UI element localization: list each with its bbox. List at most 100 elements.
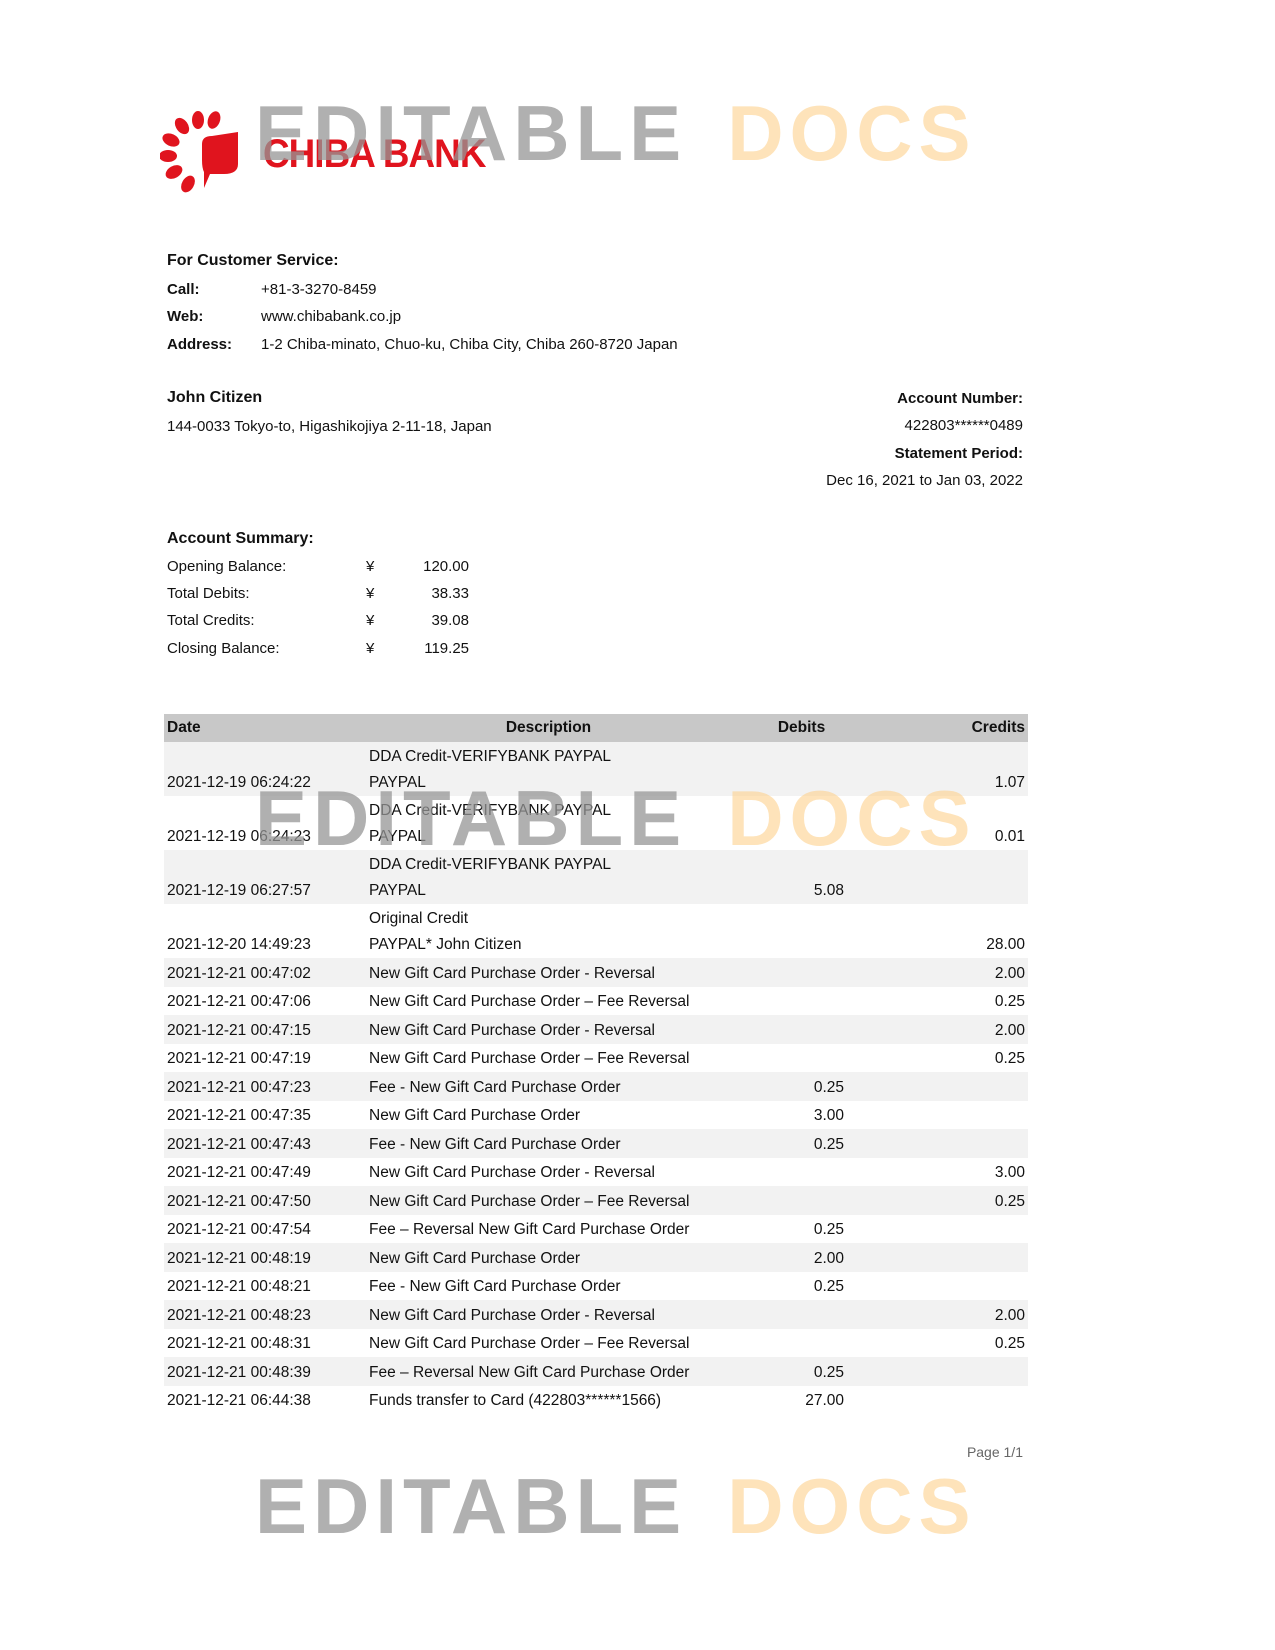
watermark: EDITABLE DOCS — [255, 1462, 977, 1550]
transaction-credit: 0.01 — [994, 828, 1025, 845]
transaction-debit — [731, 1158, 872, 1187]
transaction-credit — [872, 1072, 1028, 1101]
transaction-credit: 28.00 — [986, 936, 1025, 953]
summary-label: Total Debits: — [167, 585, 250, 602]
currency-symbol: ¥ — [366, 558, 375, 575]
transaction-date: 2021-12-21 00:48:23 — [164, 1300, 366, 1329]
table-row: 2021-12-19 06:27:57 DDA Credit-VERIFYBAN… — [164, 850, 1028, 904]
transaction-date: 2021-12-21 00:47:54 — [167, 1221, 311, 1238]
transaction-description: DDA Credit-VERIFYBANK PAYPAL PAYPAL — [366, 742, 731, 796]
transaction-debit — [731, 987, 872, 1016]
summary-value: 120.00 — [423, 558, 469, 575]
transaction-date: 2021-12-21 06:44:38 — [167, 1392, 311, 1409]
transaction-credit — [872, 1386, 1028, 1415]
bank-name-logo: CHIBA BANK — [263, 132, 486, 176]
page-number: Page 1/1 — [966, 1444, 1023, 1460]
currency-symbol: ¥ — [366, 585, 375, 602]
transaction-description: New Gift Card Purchase Order — [366, 1243, 731, 1272]
summary-label: Total Credits: — [167, 612, 255, 629]
transaction-debit: 27.00 — [805, 1392, 844, 1409]
transaction-credit: 0.25 — [872, 1186, 1028, 1215]
description-line: Fee - New Gift Card Purchase Order — [369, 1135, 621, 1153]
transaction-date: 2021-12-21 00:47:50 — [164, 1186, 366, 1215]
table-row: 2021-12-21 00:47:35 New Gift Card Purcha… — [164, 1101, 1028, 1130]
table-header: Date Description Debits Credits — [164, 714, 1028, 742]
transaction-description: New Gift Card Purchase Order – Fee Rever… — [366, 1329, 731, 1358]
transaction-debit — [731, 904, 872, 958]
transaction-date: 2021-12-21 00:47:15 — [164, 1015, 366, 1044]
currency-symbol: ¥ — [366, 612, 375, 629]
description-line: Fee – Reversal New Gift Card Purchase Or… — [369, 1363, 690, 1381]
table-row: 2021-12-21 00:47:02 New Gift Card Purcha… — [164, 958, 1028, 987]
transaction-credit: 2.00 — [872, 958, 1028, 987]
table-row: 2021-12-21 00:47:23 Fee - New Gift Card … — [164, 1072, 1028, 1101]
statement-period-label: Statement Period: — [894, 445, 1023, 462]
transactions-table: Date Description Debits Credits 2021-12-… — [164, 714, 1028, 1414]
description-line: Funds transfer to Card (422803******1566… — [369, 1392, 662, 1409]
header-date: Date — [164, 714, 366, 742]
transaction-debit — [731, 1329, 872, 1358]
transaction-date: 2021-12-21 00:47:49 — [167, 1164, 311, 1181]
transaction-date: 2021-12-21 00:47:43 — [164, 1129, 366, 1158]
web-label: Web: — [167, 308, 204, 325]
transaction-credit — [872, 1272, 1028, 1301]
transaction-debit: 0.25 — [731, 1129, 872, 1158]
description-line: PAYPAL* John Citizen — [369, 936, 522, 953]
summary-value: 39.08 — [431, 612, 469, 629]
table-row: 2021-12-21 00:47:43 Fee - New Gift Card … — [164, 1129, 1028, 1158]
transaction-date: 2021-12-19 06:24:23 — [167, 828, 311, 845]
transaction-debit — [731, 796, 872, 850]
transaction-debit: 0.25 — [813, 1221, 844, 1238]
transaction-credit — [872, 1101, 1028, 1130]
customer-address: 144-0033 Tokyo-to, Higashikojiya 2-11-18… — [167, 418, 492, 435]
table-row: 2021-12-21 00:47:06 New Gift Card Purcha… — [164, 987, 1028, 1016]
transaction-credit: 1.07 — [872, 742, 1028, 796]
header-debits: Debits — [731, 714, 872, 742]
transaction-credit — [872, 1215, 1028, 1244]
description-line: New Gift Card Purchase Order – Fee Rever… — [369, 993, 690, 1010]
summary-value: 38.33 — [431, 585, 469, 602]
transaction-date: 2021-12-21 00:47:19 — [167, 1050, 311, 1067]
transaction-date: 2021-12-21 00:47:35 — [167, 1107, 311, 1124]
currency-symbol: ¥ — [366, 640, 375, 657]
transaction-debit: 0.25 — [813, 1278, 844, 1295]
description-line: PAYPAL — [369, 774, 426, 791]
transaction-debit: 2.00 — [731, 1243, 872, 1272]
transaction-date: 2021-12-19 06:27:57 — [164, 850, 366, 904]
table-row: 2021-12-21 06:44:38 Funds transfer to Ca… — [164, 1386, 1028, 1415]
table-row: 2021-12-21 00:47:54 Fee – Reversal New G… — [164, 1215, 1028, 1244]
table-row: 2021-12-21 00:47:19 New Gift Card Purcha… — [164, 1044, 1028, 1073]
transaction-credit — [872, 1357, 1028, 1386]
description-line: Fee – Reversal New Gift Card Purchase Or… — [369, 1221, 690, 1238]
statement-period: Dec 16, 2021 to Jan 03, 2022 — [826, 472, 1023, 489]
transaction-debit — [731, 1044, 872, 1073]
phone-number: +81-3-3270-8459 — [261, 281, 377, 298]
transaction-credit: 0.25 — [994, 1335, 1025, 1352]
transaction-description: Fee - New Gift Card Purchase Order — [366, 1129, 731, 1158]
chiba-bank-logo-icon — [160, 111, 238, 193]
transaction-credit: 2.00 — [872, 1300, 1028, 1329]
description-line: PAYPAL — [369, 882, 426, 899]
transaction-date: 2021-12-20 14:49:23 — [167, 936, 311, 953]
transaction-description: New Gift Card Purchase Order - Reversal — [366, 1015, 731, 1044]
description-line: New Gift Card Purchase Order - Reversal — [369, 964, 655, 982]
summary-label: Opening Balance: — [167, 558, 287, 575]
transaction-credit — [872, 1243, 1028, 1272]
transaction-debit — [731, 958, 872, 987]
description-line: New Gift Card Purchase Order — [369, 1249, 581, 1267]
table-row: 2021-12-21 00:48:39 Fee – Reversal New G… — [164, 1357, 1028, 1386]
header-credits: Credits — [872, 714, 1028, 742]
transaction-credit — [872, 850, 1028, 904]
table-row: 2021-12-21 00:48:19 New Gift Card Purcha… — [164, 1243, 1028, 1272]
transaction-description: New Gift Card Purchase Order - Reversal — [366, 1158, 731, 1187]
transaction-description: Fee – Reversal New Gift Card Purchase Or… — [366, 1215, 731, 1244]
transaction-description: Funds transfer to Card (422803******1566… — [366, 1386, 731, 1415]
description-line: New Gift Card Purchase Order — [369, 1107, 581, 1124]
website-link[interactable]: www.chibabank.co.jp — [261, 308, 402, 325]
transaction-credit: 0.25 — [994, 1050, 1025, 1067]
transaction-date: 2021-12-21 00:47:02 — [164, 958, 366, 987]
table-row: 2021-12-21 00:48:21 Fee - New Gift Card … — [164, 1272, 1028, 1301]
transaction-description: Fee - New Gift Card Purchase Order — [366, 1072, 731, 1101]
transaction-date: 2021-12-21 00:48:31 — [167, 1335, 311, 1352]
table-row: 2021-12-21 00:47:15 New Gift Card Purcha… — [164, 1015, 1028, 1044]
